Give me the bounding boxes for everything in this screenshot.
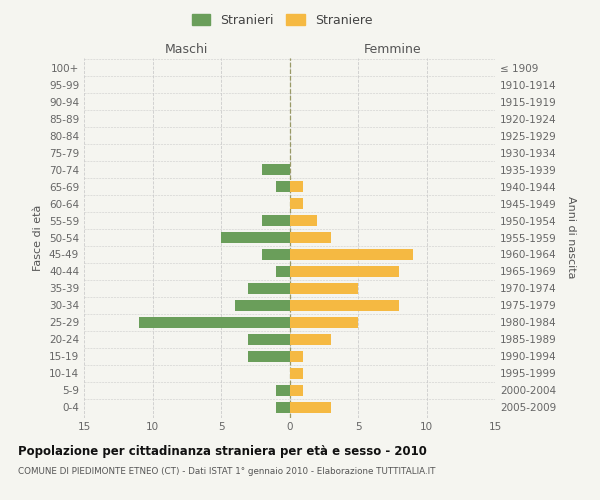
Bar [221,232,290,243]
Bar [290,249,413,260]
Bar [290,385,303,396]
Bar [276,266,290,277]
Bar [276,402,290,413]
Bar [290,232,331,243]
Legend: Stranieri, Straniere: Stranieri, Straniere [187,8,377,32]
Bar [262,215,290,226]
Text: Popolazione per cittadinanza straniera per età e sesso - 2010: Popolazione per cittadinanza straniera p… [18,445,427,458]
Bar [290,317,358,328]
Bar [235,300,290,311]
Bar [290,181,303,192]
Bar [276,385,290,396]
Bar [262,249,290,260]
Bar [290,300,399,311]
Bar [248,351,290,362]
Bar [290,283,358,294]
Bar [290,334,331,345]
Bar [290,266,399,277]
Bar [248,283,290,294]
Y-axis label: Anni di nascita: Anni di nascita [566,196,576,279]
Bar [290,215,317,226]
Bar [248,334,290,345]
Bar [276,181,290,192]
Text: Maschi: Maschi [165,43,208,56]
Text: COMUNE DI PIEDIMONTE ETNEO (CT) - Dati ISTAT 1° gennaio 2010 - Elaborazione TUTT: COMUNE DI PIEDIMONTE ETNEO (CT) - Dati I… [18,468,436,476]
Bar [290,351,303,362]
Bar [290,402,331,413]
Bar [262,164,290,175]
Bar [290,368,303,379]
Text: Femmine: Femmine [364,43,421,56]
Bar [139,317,290,328]
Y-axis label: Fasce di età: Fasce di età [34,204,43,270]
Bar [290,198,303,209]
